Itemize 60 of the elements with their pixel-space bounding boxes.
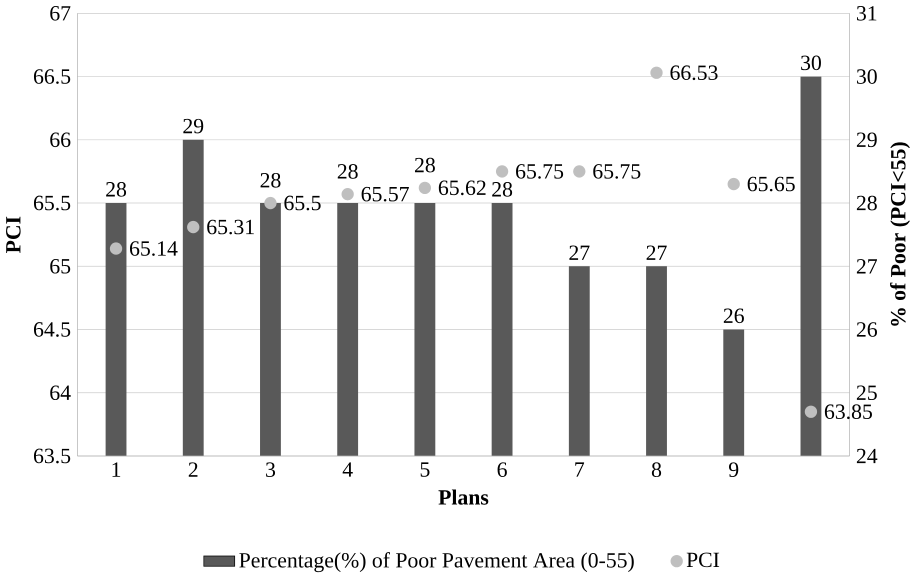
y-tick-label: 66 (50, 132, 70, 147)
x-axis-title: Plans (438, 489, 488, 505)
point (264, 196, 277, 210)
data-label: 26 (724, 308, 744, 323)
data-label: 65.65 (748, 176, 795, 192)
legend-label: PCI (686, 552, 720, 567)
y2-tick-label: 31 (856, 6, 876, 20)
x-tick-label: 7 (575, 462, 584, 476)
y-tick-label: 64 (50, 385, 71, 400)
y2-tick-label: 28 (856, 196, 877, 210)
y-tick-label: 63.5 (34, 448, 70, 464)
y2-axis-title: % of Poor (PCI<55) (890, 142, 910, 326)
data-label: 65.75 (593, 164, 640, 179)
point (110, 242, 122, 255)
point (418, 182, 432, 194)
y2-tick-label: 26 (856, 322, 877, 337)
y2-tick-label: 27 (856, 258, 877, 274)
data-label: 65.62 (438, 180, 486, 196)
data-label: 28 (492, 182, 512, 196)
point (187, 220, 200, 234)
point (650, 66, 663, 79)
y-tick-label: 66.5 (34, 69, 70, 84)
data-label: 27 (569, 245, 590, 260)
x-tick-label: 5 (420, 462, 430, 477)
data-label: 65.57 (362, 186, 409, 202)
point (573, 165, 586, 178)
point (496, 165, 508, 178)
x-tick-label: 8 (652, 462, 662, 477)
point (804, 405, 818, 418)
data-label: 66.53 (670, 65, 718, 80)
y2-tick-label: 29 (856, 132, 877, 147)
y-tick-label: 65 (50, 258, 70, 274)
data-label: 28 (338, 164, 358, 179)
point (728, 178, 740, 190)
x-tick-label: 1 (112, 462, 120, 477)
x-tick-label: 4 (342, 462, 353, 477)
data-label: 65.31 (207, 220, 254, 234)
data-label: 65.14 (130, 241, 178, 256)
data-label: 28 (260, 172, 280, 188)
x-tick-label: 9 (729, 462, 738, 477)
point (342, 188, 354, 200)
y-tick-label: 64.5 (34, 322, 70, 337)
data-label: 65.5 (284, 196, 321, 210)
data-label: 27 (646, 245, 667, 260)
y2-tick-label: 30 (856, 69, 877, 84)
y-tick-label: 65.5 (34, 196, 70, 210)
x-tick-label: 2 (188, 462, 198, 477)
data-label: 65.75 (516, 164, 564, 179)
x-tick-label: 6 (498, 462, 507, 477)
y2-tick-label: 24 (856, 448, 878, 464)
data-label: 30 (801, 55, 821, 70)
data-label: 29 (183, 118, 204, 134)
y2-tick-label: 25 (856, 385, 877, 400)
x-tick-label: 3 (266, 462, 276, 477)
y-axis-title: PCI (6, 216, 21, 253)
y-tick-label: 67 (50, 6, 70, 20)
data-label: 28 (414, 158, 435, 172)
legend-label: Percentage(%) of Poor Pavement Area (0-55) (239, 552, 634, 572)
data-label: 28 (106, 182, 126, 196)
data-label: 63.85 (824, 404, 872, 419)
